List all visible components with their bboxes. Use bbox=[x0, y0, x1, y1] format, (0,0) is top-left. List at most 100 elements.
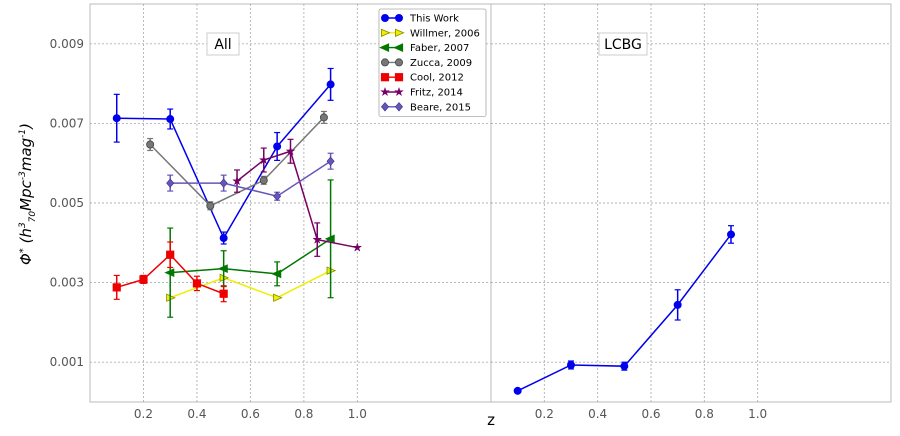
data-point bbox=[258, 154, 269, 165]
legend-label: Fritz, 2014 bbox=[410, 88, 463, 99]
legend-label: Cool, 2012 bbox=[410, 73, 464, 84]
data-point bbox=[271, 269, 282, 279]
panel-title: LCBG bbox=[598, 32, 648, 56]
series-zucca-2009 bbox=[146, 110, 328, 211]
legend-marker bbox=[381, 102, 389, 112]
data-point bbox=[166, 115, 175, 124]
legend-item: This Work bbox=[380, 13, 459, 25]
data-point bbox=[219, 178, 228, 188]
data-point bbox=[312, 234, 323, 244]
y-tick-label: 0.007 bbox=[50, 116, 84, 130]
series-fritz-2014 bbox=[232, 138, 363, 257]
legend-marker bbox=[395, 102, 403, 112]
x-axis-label: z bbox=[487, 411, 495, 429]
legend-label: Willmer, 2006 bbox=[410, 28, 480, 39]
data-point bbox=[219, 234, 228, 243]
x-tick-label: 0.4 bbox=[588, 407, 607, 421]
legend-marker bbox=[380, 28, 391, 38]
y-tick-label: 0.009 bbox=[50, 37, 84, 51]
legend-marker bbox=[380, 86, 390, 97]
data-point bbox=[326, 156, 335, 166]
series-line bbox=[170, 160, 332, 198]
data-point bbox=[112, 114, 121, 123]
legend-item: Willmer, 2006 bbox=[380, 28, 480, 39]
data-point bbox=[112, 283, 121, 292]
data-point bbox=[352, 242, 363, 252]
legend-item: Faber, 2007 bbox=[379, 43, 469, 54]
data-point bbox=[513, 386, 522, 395]
y-axis-label: Φ* (h370Mpc-3mag-1) bbox=[17, 123, 38, 265]
data-point bbox=[192, 279, 202, 288]
x-tick-label: 0.2 bbox=[134, 407, 153, 421]
data-point bbox=[285, 146, 296, 156]
legend-item: Zucca, 2009 bbox=[380, 58, 472, 69]
data-point bbox=[273, 191, 282, 201]
x-tick-label: 0.6 bbox=[641, 407, 660, 421]
data-point bbox=[217, 264, 228, 274]
legend-marker bbox=[394, 73, 404, 82]
y-tick-label: 0.003 bbox=[50, 276, 84, 290]
legend-marker bbox=[380, 13, 389, 22]
data-point bbox=[206, 201, 215, 210]
legend-marker bbox=[379, 43, 390, 52]
y-tick-label: 0.005 bbox=[50, 196, 84, 210]
legend-item: Fritz, 2014 bbox=[380, 86, 463, 99]
data-point bbox=[139, 275, 148, 284]
data-point bbox=[166, 178, 175, 188]
series-this-work bbox=[513, 225, 736, 395]
x-tick-label: 0.8 bbox=[695, 407, 714, 421]
data-point bbox=[727, 230, 736, 239]
data-point bbox=[273, 293, 283, 302]
legend-marker bbox=[393, 43, 404, 52]
data-point bbox=[567, 360, 576, 369]
grid-lines bbox=[90, 4, 491, 402]
series-line bbox=[170, 238, 332, 275]
legend-marker bbox=[380, 73, 390, 82]
x-tick-label: 0.4 bbox=[187, 407, 206, 421]
data-point bbox=[164, 268, 175, 278]
data-point bbox=[620, 362, 629, 371]
legend-marker bbox=[380, 58, 389, 67]
legend-label: Zucca, 2009 bbox=[410, 58, 472, 69]
data-point bbox=[219, 289, 228, 298]
series-this-work bbox=[112, 67, 335, 245]
legend-item: Cool, 2012 bbox=[380, 73, 464, 84]
data-point bbox=[146, 140, 155, 149]
x-tick-label: 0.2 bbox=[535, 407, 554, 421]
legend-marker bbox=[394, 58, 403, 67]
legend-marker bbox=[394, 13, 403, 22]
data-point bbox=[273, 142, 282, 151]
x-tick-label: 0.6 bbox=[241, 407, 260, 421]
legend-item: Beare, 2015 bbox=[381, 102, 471, 113]
y-axis-label-text: Φ* (h370Mpc-3mag-1) bbox=[17, 123, 38, 265]
legend-label: Faber, 2007 bbox=[410, 43, 469, 54]
panel-title-text: LCBG bbox=[604, 37, 642, 53]
series-line bbox=[149, 116, 325, 207]
data-point bbox=[259, 176, 268, 185]
data-point bbox=[319, 113, 328, 122]
legend-label: Beare, 2015 bbox=[410, 102, 471, 113]
data-point bbox=[324, 234, 335, 244]
legend: This Work Willmer, 2006 Faber, 2007 Zucca, … bbox=[378, 8, 487, 117]
panel-all: 0.2 0.4 0.6 0.8 1.0 0.001 0.003 0.005 0.007 0.009… bbox=[50, 3, 492, 421]
series-beare-2015 bbox=[166, 152, 335, 201]
y-tick-label: 0.001 bbox=[50, 355, 84, 369]
data-point bbox=[326, 80, 335, 89]
series-cool-2012 bbox=[112, 241, 228, 303]
grid-lines bbox=[491, 4, 891, 402]
x-tick-label: 1.0 bbox=[348, 407, 367, 421]
legend-label: This Work bbox=[409, 14, 459, 25]
data-point bbox=[232, 175, 243, 186]
data-point bbox=[166, 250, 175, 259]
panel-title: All bbox=[206, 32, 240, 56]
data-point bbox=[673, 300, 682, 309]
series-faber-2007 bbox=[164, 179, 335, 318]
legend-marker bbox=[394, 86, 404, 97]
panel-lcbg: 0.2 0.4 0.6 0.8 1.0 LCBG bbox=[490, 3, 892, 421]
x-tick-label: 1.0 bbox=[748, 407, 767, 421]
x-tick-label: 0.8 bbox=[294, 407, 313, 421]
legend-marker bbox=[394, 28, 405, 38]
panel-title-text: All bbox=[214, 37, 231, 53]
